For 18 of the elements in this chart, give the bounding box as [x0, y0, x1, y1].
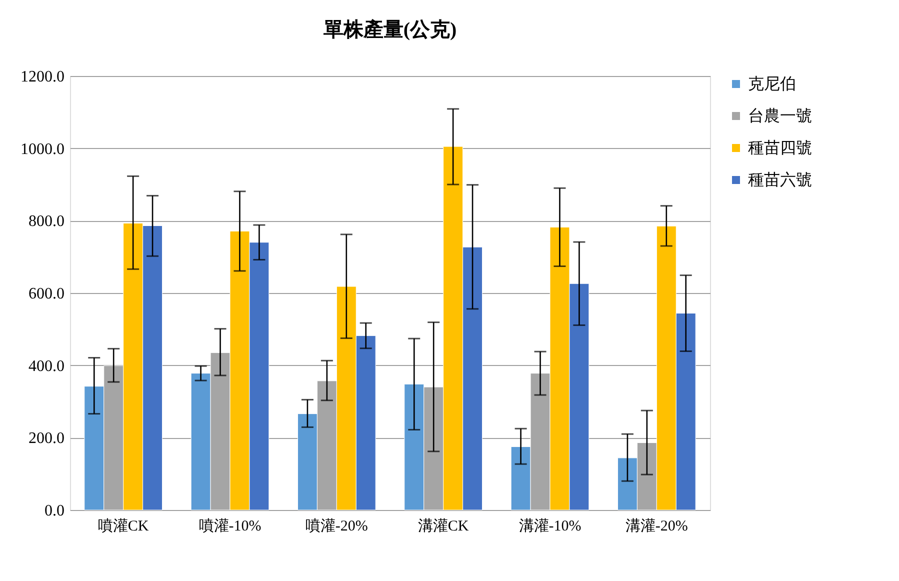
legend-label: 克尼伯: [748, 75, 796, 93]
legend-label: 台農一號: [748, 107, 812, 125]
chart-title: 單株產量(公克): [322, 18, 457, 41]
y-tick-label: 800.0: [28, 213, 64, 230]
x-tick-label: 噴灌-20%: [305, 518, 368, 534]
legend-label: 種苗四號: [748, 139, 812, 157]
y-tick-label: 1200.0: [20, 68, 64, 86]
x-tick-label: 溝灌-10%: [518, 518, 582, 534]
x-tick-label: 噴灌CK: [98, 518, 149, 534]
y-tick-label: 0.0: [44, 502, 64, 520]
legend-label: 種苗六號: [748, 171, 812, 189]
x-tick-label: 噴灌-10%: [198, 518, 262, 534]
y-tick-label: 1000.0: [20, 140, 64, 158]
y-tick-label: 400.0: [28, 358, 64, 375]
x-tick-label: 溝灌-20%: [625, 518, 688, 534]
y-tick-label: 600.0: [28, 286, 64, 302]
x-tick-label: 溝灌CK: [418, 518, 469, 534]
y-tick-label: 200.0: [28, 430, 64, 448]
